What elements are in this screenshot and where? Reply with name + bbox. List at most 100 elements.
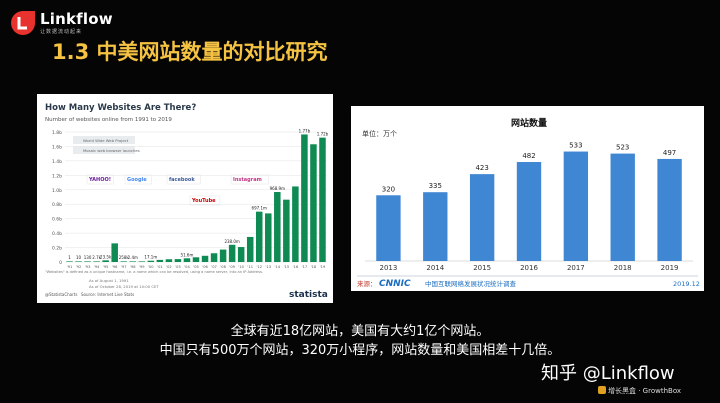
bar <box>66 261 73 262</box>
chart-right-source: 中国互联网络发展状况统计调查 <box>425 279 517 288</box>
x-tick-label: '94 <box>94 265 100 269</box>
slide-title: 1.3 中美网站数量的对比研究 <box>52 40 328 64</box>
youtube-logo-icon-box <box>189 195 221 206</box>
x-tick-label: 2013 <box>380 264 398 272</box>
data-label: 17.1m <box>144 255 157 260</box>
x-tick-label: '93 <box>85 265 91 269</box>
legend-box-mosaic <box>73 146 135 154</box>
bar <box>84 261 91 262</box>
zhihu-watermark: 知乎 @Linkflow <box>541 363 675 384</box>
chart-left-note-2: As of October 28, 2019 at 10:00 CET <box>89 284 159 289</box>
data-label: 482 <box>522 152 535 160</box>
x-tick-label: 2016 <box>520 264 538 272</box>
x-tick-label: '11 <box>247 265 253 269</box>
yahoo-logo-icon-box <box>86 174 114 185</box>
instagram-logo-icon-box <box>230 174 269 185</box>
bar <box>657 158 682 261</box>
chart-left-note-1: As of August 1, 1991 <box>89 278 129 283</box>
x-tick-label: '17 <box>302 265 308 269</box>
data-label: 1.77b <box>299 128 311 133</box>
data-label: 2.7k <box>92 255 101 260</box>
brand-name: Linkflow <box>40 10 113 28</box>
google-logo-icon-box <box>124 174 152 185</box>
bar <box>516 162 542 261</box>
bar <box>138 261 146 262</box>
bar <box>610 153 635 261</box>
x-tick-label: '08 <box>220 265 226 269</box>
x-tick-label: 2019 <box>661 264 679 272</box>
x-tick-label: '13 <box>265 265 271 269</box>
bar <box>283 199 290 262</box>
x-tick-label: '95 <box>103 265 109 269</box>
instagram-logo-icon: Instagram <box>233 177 262 183</box>
bar <box>255 211 263 262</box>
data-label: 1 <box>68 255 71 260</box>
bar <box>563 151 589 261</box>
chart-right-source-prefix: 来源： <box>357 279 377 288</box>
data-label: 697.1m <box>252 206 267 211</box>
data-label: 968.9m <box>270 186 285 191</box>
bar <box>319 137 326 262</box>
data-label: 423 <box>475 164 488 172</box>
china-websites-chart: 网站数量 单位：万个 来源： CNNIC 中国互联网络发展状况统计调查 2019.12 3… <box>351 106 704 291</box>
bar <box>469 174 495 261</box>
data-label: 130 <box>84 255 92 260</box>
x-tick-label: '91 <box>67 265 73 269</box>
yahoo-logo-icon: YAHOO! <box>88 177 111 183</box>
x-tick-label: 2014 <box>426 264 444 272</box>
legend-www: World Wide Web Project <box>83 138 129 143</box>
chart-left-title: How Many Websites Are There? <box>45 103 196 113</box>
bar <box>210 253 218 262</box>
x-tick-label: '06 <box>202 265 208 269</box>
bar <box>246 236 254 262</box>
data-label: 335 <box>429 182 442 190</box>
x-tick-label: 2017 <box>567 264 585 272</box>
caption-line-1: 全球有近18亿网站，美国有大约1亿个网站。 <box>230 324 490 339</box>
linkflow-logo-icon <box>11 11 35 35</box>
x-tick-label: '01 <box>157 265 163 269</box>
x-tick-label: '96 <box>112 265 118 269</box>
facebook-logo-icon: facebook <box>169 177 195 183</box>
data-label: 258k <box>119 255 130 260</box>
x-tick-label: '14 <box>275 265 281 269</box>
y-tick-label: 0.8b <box>52 202 62 208</box>
chart-left-footnote: "Websites" is defined as a unique hostna… <box>45 270 263 274</box>
growthbox-logo-icon <box>598 386 606 394</box>
y-tick-label: 0.4b <box>52 231 62 237</box>
bar <box>75 261 82 262</box>
bar <box>174 259 182 262</box>
facebook-logo-icon-box <box>166 174 201 185</box>
data-label: 320 <box>382 185 395 193</box>
x-tick-label: '07 <box>211 265 217 269</box>
bar <box>228 244 236 262</box>
bar <box>219 249 227 262</box>
brand-subtitle: 让数据流动起来 <box>40 29 83 35</box>
bar <box>201 255 209 262</box>
x-tick-label: '97 <box>121 265 127 269</box>
y-tick-label: 1.0b <box>52 188 62 194</box>
x-tick-label: 2015 <box>473 264 491 272</box>
youtube-logo-icon: YouTube <box>191 198 216 204</box>
x-tick-label: '19 <box>320 265 326 269</box>
bar <box>102 260 109 262</box>
x-tick-label: '15 <box>284 265 290 269</box>
chart-left-credit: @StatistaCharts <box>45 292 77 297</box>
bar <box>156 259 164 262</box>
bar <box>120 261 127 262</box>
y-tick-label: 1.8b <box>52 130 62 136</box>
data-label: 523 <box>616 144 629 152</box>
websites-worldwide-svg: How Many Websites Are There? Number of we… <box>45 103 329 300</box>
chart-right-date: 2019.12 <box>673 280 700 288</box>
x-tick-label: '18 <box>311 265 317 269</box>
legend-mosaic: Mosaic web browser launches <box>83 148 140 153</box>
x-tick-label: '16 <box>293 265 299 269</box>
websites-worldwide-chart: How Many Websites Are There? Number of we… <box>37 94 333 303</box>
bar <box>93 261 100 262</box>
x-tick-label: '09 <box>229 265 235 269</box>
data-label: 51.6m <box>181 252 194 257</box>
bar <box>423 192 448 261</box>
bar <box>301 134 308 262</box>
bar <box>129 261 137 262</box>
bar <box>237 247 245 262</box>
